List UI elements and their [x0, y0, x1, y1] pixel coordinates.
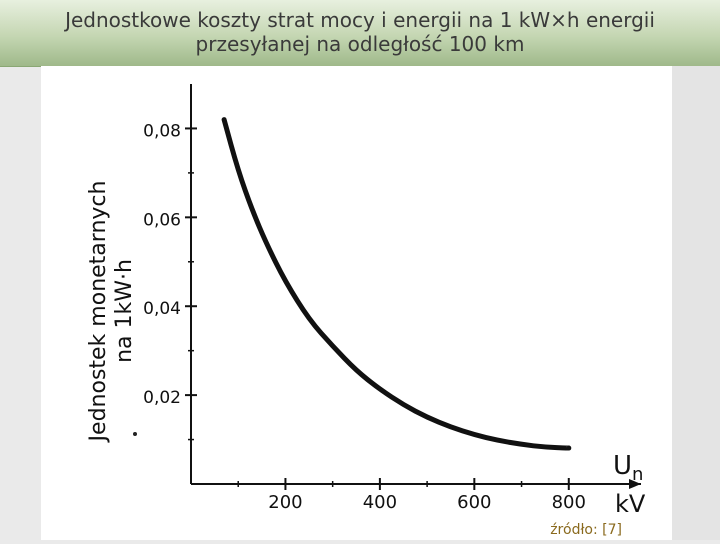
- source-note: źródło: [7]: [550, 522, 622, 538]
- chart-series: [224, 120, 569, 448]
- right-margin-strip: [672, 66, 720, 540]
- chart-axes: [191, 84, 641, 489]
- slide-title-line-1: Jednostkowe koszty strat mocy i energii …: [0, 8, 720, 32]
- x-unit-label: kV: [615, 490, 646, 518]
- slide-title: Jednostkowe koszty strat mocy i energii …: [0, 8, 720, 56]
- x-tick-label: 200: [268, 492, 302, 513]
- cost-curve-line: [224, 120, 569, 448]
- chart-figure: 0,02 0,04 0,06 0,08 200 400 600 800 Jednostek m…: [41, 66, 672, 540]
- y-tick-label: 0,04: [143, 299, 181, 319]
- y-axis-label-line-2: na 1kW·h: [112, 259, 137, 363]
- x-tick-label: 600: [457, 492, 491, 513]
- chart-ticks: 0,02 0,04 0,06 0,08 200 400 600 800: [143, 121, 586, 513]
- y-axis-label-line-1: Jednostek monetarnych: [86, 181, 111, 444]
- x-tick-label: 800: [552, 492, 586, 513]
- cost-curve-chart: 0,02 0,04 0,06 0,08 200 400 600 800 Jednostek m…: [41, 66, 672, 540]
- x-tick-label: 400: [363, 492, 397, 513]
- y-tick-label: 0,06: [143, 210, 181, 230]
- slide-title-line-2: przesyłanej na odległość 100 km: [0, 32, 720, 56]
- x-unit-subscript: n: [632, 464, 643, 485]
- scan-speck: [133, 432, 137, 436]
- x-unit-symbol: Un: [613, 451, 643, 485]
- y-tick-label: 0,08: [143, 121, 181, 141]
- y-tick-label: 0,02: [143, 388, 181, 408]
